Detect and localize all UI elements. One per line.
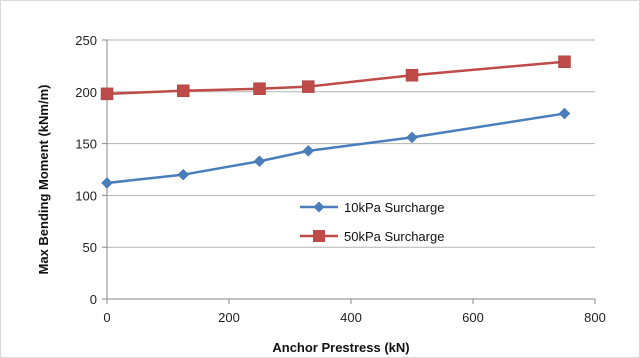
data-point-50kpa [302, 80, 315, 93]
x-tick-label: 600 [462, 310, 484, 325]
y-tick-label: 200 [75, 85, 97, 100]
data-point-10kpa [177, 168, 190, 181]
data-point-50kpa [253, 82, 266, 95]
x-tick-label: 400 [340, 310, 362, 325]
legend-entry-10kpa: 10kPa Surcharge [300, 200, 444, 215]
y-tick-label: 0 [90, 292, 97, 307]
series-line-10kpa [106, 112, 565, 185]
y-axis-title: Max Bending Moment (kNm/m) [36, 85, 51, 275]
data-point-10kpa [302, 144, 315, 157]
series-line-50kpa [106, 60, 565, 96]
legend-label-10kpa: 10kPa Surcharge [344, 200, 444, 215]
x-tick-label: 800 [584, 310, 606, 325]
data-point-50kpa [177, 84, 190, 98]
axes: 0 50 100 150 200 250 0 200 400 600 800 [75, 33, 606, 325]
data-point-10kpa [253, 155, 266, 168]
data-point-50kpa [100, 87, 114, 101]
legend-entry-50kpa: 50kPa Surcharge [300, 229, 444, 244]
data-point-50kpa [558, 55, 571, 69]
data-point-10kpa [406, 131, 418, 144]
y-tick-label: 250 [75, 33, 97, 48]
y-tick-label: 50 [83, 240, 97, 255]
grid [107, 39, 595, 248]
series [100, 55, 571, 189]
data-point-10kpa [101, 177, 113, 189]
x-tick-label: 0 [103, 310, 110, 325]
y-tick-label: 150 [75, 137, 97, 152]
legend-label-50kpa: 50kPa Surcharge [344, 229, 444, 244]
x-axis-title: Anchor Prestress (kN) [272, 340, 409, 355]
y-tick-label: 100 [75, 188, 97, 203]
data-point-10kpa [558, 107, 571, 120]
x-tick-label: 200 [218, 310, 240, 325]
legend-marker-diamond [313, 201, 325, 213]
data-point-50kpa [405, 68, 419, 82]
legend: 10kPa Surcharge 50kPa Surcharge [300, 200, 444, 244]
legend-marker-square [313, 230, 325, 242]
